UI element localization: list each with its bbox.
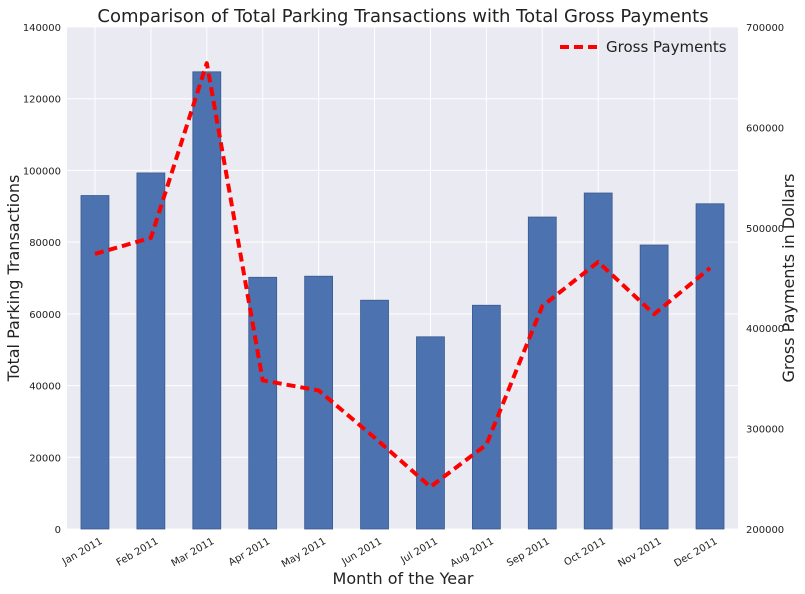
y-tick-label: 60000 [29,310,61,321]
y-tick-label: 40000 [29,382,61,393]
x-tick-label: Oct 2011 [562,536,607,568]
x-tick-label: Jun 2011 [339,536,384,568]
y2-tick-label: 600000 [746,123,784,134]
y2-tick-label: 700000 [746,23,784,34]
x-tick-label: Dec 2011 [672,536,719,570]
x-axis-label: Month of the Year [333,569,474,588]
y2-tick-label: 500000 [746,224,784,235]
chart-title: Comparison of Total Parking Transactions… [97,6,708,27]
y-tick-label: 0 [55,525,61,536]
x-tick-label: Aug 2011 [449,536,496,570]
bar [583,192,613,530]
y-tick-label: 100000 [23,166,61,177]
bar [471,304,501,530]
y-tick-label: 20000 [29,453,61,464]
bar [136,172,166,530]
x-tick-label: Apr 2011 [227,536,272,568]
bar [248,276,278,530]
y2-axis-label: Gross Payments in Dollars [779,173,798,382]
bar [80,195,110,530]
x-tick-label: Jan 2011 [60,536,105,568]
line-series [94,61,712,489]
bar-series [80,71,725,530]
x-tick-label: Jul 2011 [398,536,440,566]
y-axis-label: Total Parking Transactions [4,175,23,383]
y-tick-label: 80000 [29,238,61,249]
bar [304,275,334,530]
y2-tick-label: 300000 [746,425,784,436]
x-tick-label: Mar 2011 [170,536,217,569]
legend-label: Gross Payments [606,38,727,56]
bar [695,203,725,530]
bar [192,71,222,530]
y-tick-label: 120000 [23,95,61,106]
bar [527,216,557,530]
y-tick-label: 140000 [23,23,61,34]
y2-axis-ticks: 200000 300000 400000 500000 600000 700000 [746,23,784,536]
gross-payments-line [94,61,712,489]
plot-background [67,27,738,529]
y-axis-ticks: 0 20000 40000 60000 80000 100000 120000 140000 [23,23,61,536]
bar [416,336,445,530]
x-axis-ticks: Jan 2011 Feb 2011 Mar 2011 Apr 2011 May 2011… [60,536,720,570]
x-tick-label: May 2011 [280,536,328,570]
bar [639,244,669,530]
x-tick-label: Sep 2011 [505,536,552,569]
y2-tick-label: 400000 [746,324,784,335]
x-tick-label: Nov 2011 [616,536,663,570]
legend: Gross Payments [560,38,727,56]
y2-tick-label: 200000 [746,525,784,536]
bar [360,299,389,530]
x-tick-label: Feb 2011 [115,536,161,569]
